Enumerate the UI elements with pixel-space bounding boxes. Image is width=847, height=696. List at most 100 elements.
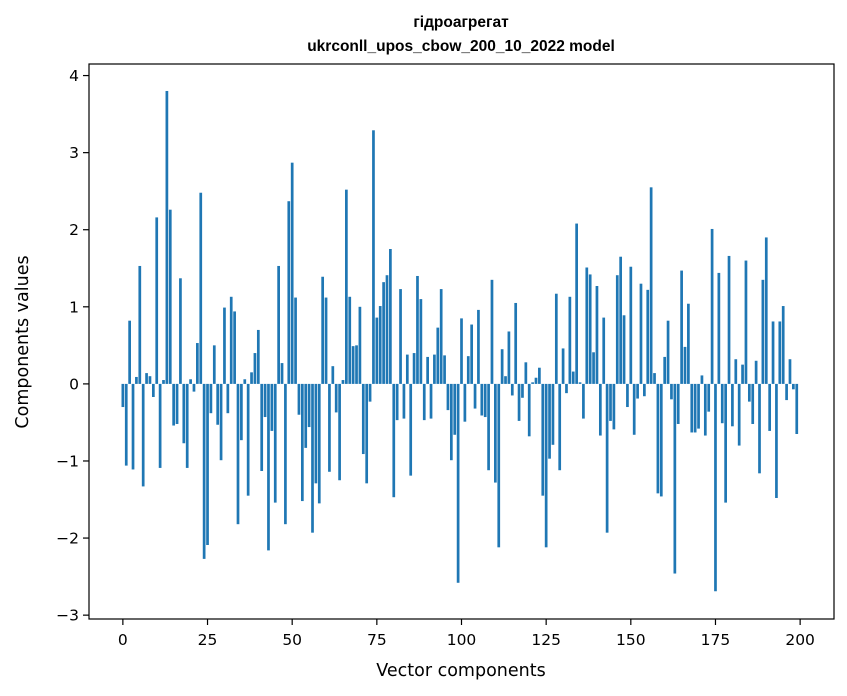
bar: [521, 383, 524, 398]
bar: [256, 329, 260, 384]
bar: [646, 289, 650, 384]
bar: [649, 187, 653, 384]
bar: [788, 359, 792, 384]
bar: [145, 373, 148, 384]
bar: [185, 383, 189, 468]
bar: [751, 383, 755, 424]
bar: [243, 379, 247, 384]
x-tick-label: 25: [198, 631, 218, 649]
bar: [168, 209, 172, 384]
bar: [615, 275, 619, 384]
bar: [199, 192, 203, 384]
bar: [737, 383, 741, 446]
bar: [781, 306, 785, 384]
bar: [710, 228, 714, 384]
bar: [724, 383, 727, 503]
bar: [277, 265, 280, 384]
bar: [602, 317, 606, 384]
bar: [575, 223, 578, 384]
bar: [775, 383, 778, 498]
bar: [151, 383, 155, 397]
bar: [284, 383, 287, 525]
bar: [405, 354, 409, 384]
bar: [419, 299, 423, 384]
bar: [761, 279, 765, 384]
bar: [253, 353, 257, 384]
y-tick-label: 2: [69, 221, 79, 239]
bar: [219, 383, 223, 461]
bar: [416, 275, 419, 384]
bar: [582, 383, 585, 419]
bar: [131, 383, 135, 470]
bar: [470, 324, 474, 384]
bar: [162, 380, 165, 384]
bar: [554, 293, 558, 384]
bar: [273, 383, 277, 503]
bar: [270, 383, 274, 431]
bar: [135, 376, 138, 384]
bar: [524, 362, 528, 384]
bar: [731, 383, 734, 427]
bar: [341, 380, 345, 384]
bar: [741, 364, 744, 384]
bar: [338, 383, 341, 481]
bar: [700, 375, 704, 384]
bar: [663, 356, 667, 384]
bar: [490, 279, 494, 384]
bar: [141, 383, 145, 487]
bar: [707, 383, 711, 412]
bar: [290, 162, 294, 384]
bar: [206, 383, 209, 545]
bar: [504, 376, 507, 384]
y-tick-label: 0: [69, 375, 79, 393]
bar: [212, 345, 216, 384]
x-tick-label: 75: [367, 631, 387, 649]
bar: [334, 383, 338, 413]
bar: [368, 383, 372, 402]
bar: [626, 383, 629, 408]
bar: [561, 348, 565, 384]
bar: [703, 383, 707, 436]
bar: [531, 382, 534, 384]
bar: [795, 383, 799, 434]
bar: [538, 367, 541, 384]
bar: [656, 383, 660, 494]
bar: [226, 383, 230, 414]
bar: [734, 359, 738, 384]
bar: [690, 383, 694, 433]
bar: [240, 383, 243, 441]
bar: [358, 306, 362, 384]
bar: [304, 383, 308, 448]
x-axis-ticks: 0 25 50 75 100 125 150 175 200: [118, 619, 815, 649]
y-tick-label: 4: [69, 67, 79, 85]
bar: [422, 383, 426, 421]
bar: [653, 373, 656, 384]
bar: [714, 383, 717, 592]
bar: [517, 383, 521, 421]
bar: [632, 383, 636, 435]
bar: [558, 383, 562, 471]
x-tick-label: 50: [282, 631, 302, 649]
y-axis-label: Components values: [13, 255, 33, 428]
bar: [365, 383, 369, 484]
bar: [727, 255, 731, 384]
bar: [758, 383, 761, 474]
bar: [385, 275, 389, 384]
bar: [676, 383, 680, 424]
bar: [460, 318, 463, 384]
bar: [402, 383, 406, 419]
bar: [449, 383, 453, 461]
bar: [209, 383, 213, 414]
bar: [287, 201, 291, 384]
x-tick-label: 125: [531, 631, 561, 649]
bar: [246, 383, 250, 496]
bar: [355, 345, 358, 384]
bar: [659, 383, 663, 497]
bar: [592, 352, 595, 384]
bar: [768, 383, 772, 431]
bar: [433, 354, 436, 384]
bar: [426, 356, 429, 384]
bar: [778, 321, 782, 384]
bar: [494, 383, 497, 483]
